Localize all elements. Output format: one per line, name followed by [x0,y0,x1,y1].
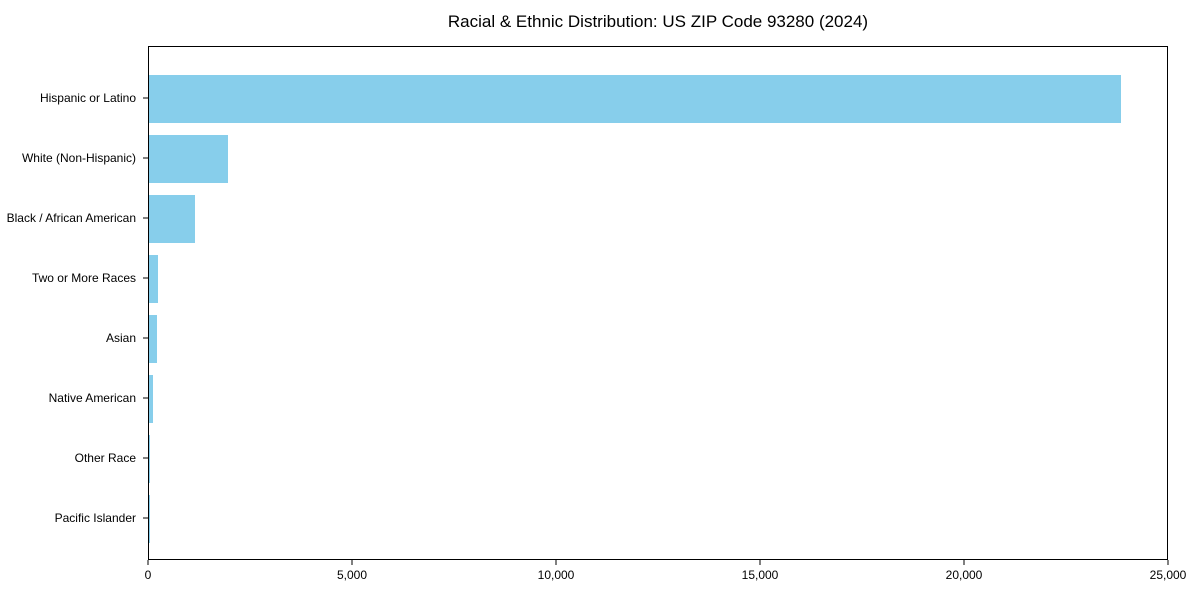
x-tick-mark [963,560,965,565]
y-axis: Hispanic or Latino White (Non-Hispanic) Bl… [0,46,148,560]
x-tick-mark [555,560,557,565]
y-tick-mark [143,97,148,98]
bar-other-race [149,434,150,483]
x-tick-label: 15,000 [741,568,779,582]
y-tick-label: Other Race [74,450,136,465]
plot-area [148,46,1168,560]
y-tick-label: Hispanic or Latino [39,90,136,105]
y-tick-label: Pacific Islander [54,510,136,525]
y-tick-label: Native American [48,390,136,405]
y-tick-mark [143,457,148,458]
y-tick-label: White (Non-Hispanic) [21,150,136,165]
x-tick-label: 5,000 [336,568,368,582]
y-tick-mark [143,517,148,518]
y-tick-mark [143,277,148,278]
x-tick-mark [351,560,353,565]
bar-native-american [149,374,154,423]
x-axis: 0 5,000 10,000 15,000 20,000 25,000 [144,560,1186,600]
x-tick-mark [147,560,149,565]
x-tick-label: 0 [144,568,152,582]
x-tick-label: 25,000 [1149,568,1187,582]
y-tick-mark [143,157,148,158]
bar-white-non-hispanic- [149,134,228,183]
y-tick-mark [143,217,148,218]
y-tick-mark [143,337,148,338]
y-tick-label: Black / African American [6,210,136,225]
bar-hispanic-or-latino [149,74,1121,123]
y-tick-label: Asian [105,330,136,345]
bar-asian [149,314,157,363]
bar-black-african-american [149,194,195,243]
x-tick-label: 20,000 [945,568,983,582]
bar-two-or-more-races [149,254,158,303]
y-tick-mark [143,397,148,398]
x-tick-label: 10,000 [537,568,575,582]
chart-title: Racial & Ethnic Distribution: US ZIP Cod… [447,12,869,31]
y-tick-label: Two or More Races [31,270,136,285]
x-tick-mark [1167,560,1169,565]
x-tick-mark [759,560,761,565]
